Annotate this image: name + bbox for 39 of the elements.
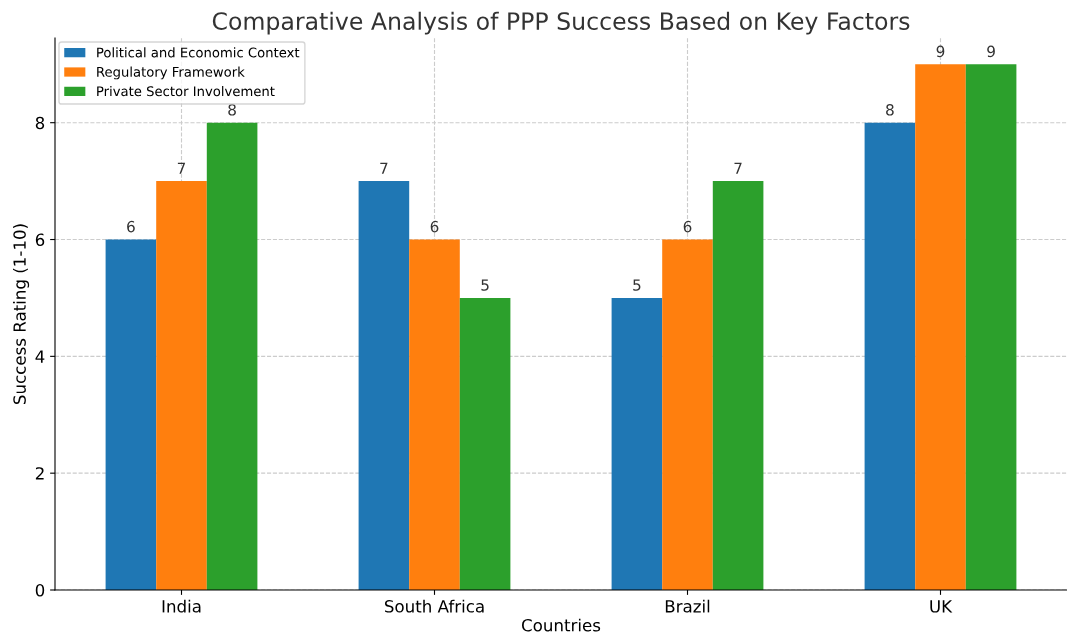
legend-label: Regulatory Framework xyxy=(97,66,245,80)
legend-label: Political and Economic Context xyxy=(97,47,300,58)
y-tick-label: 6 xyxy=(35,233,45,247)
data-label: 7 xyxy=(380,162,388,174)
x-tick-label: South Africa xyxy=(384,599,484,613)
data-label: 9 xyxy=(936,45,945,58)
bar xyxy=(611,297,663,590)
legend-label: Private Sector Involvement xyxy=(97,85,275,97)
data-label: 5 xyxy=(481,279,489,291)
x-tick-label: UK xyxy=(930,600,953,613)
data-label: 9 xyxy=(987,45,995,58)
x-axis-title: Countries xyxy=(521,618,601,632)
y-tick-label: 4 xyxy=(35,350,45,363)
y-axis-title: Success Rating (1-10) xyxy=(12,224,30,405)
chart-title: Comparative Analysis of PPP Success Based on Key Factors xyxy=(212,11,910,35)
data-label: 6 xyxy=(127,220,135,233)
bar xyxy=(915,64,966,590)
x-tick-label: Brazil xyxy=(665,599,710,613)
bar xyxy=(459,297,511,590)
data-label: 8 xyxy=(886,104,894,116)
bar xyxy=(156,181,207,590)
data-label: 7 xyxy=(734,162,742,174)
bar xyxy=(206,122,258,590)
bar xyxy=(105,239,157,590)
data-label: 6 xyxy=(683,220,692,233)
y-tick-label: 0 xyxy=(35,583,45,597)
bar xyxy=(358,181,410,590)
x-tick-label: India xyxy=(162,599,201,613)
data-label: 8 xyxy=(228,104,236,116)
y-tick-label: 2 xyxy=(35,467,44,480)
data-label: 7 xyxy=(177,162,186,174)
bar xyxy=(662,239,713,590)
bar xyxy=(712,181,764,590)
bar xyxy=(864,122,916,590)
data-label: 6 xyxy=(430,220,439,233)
data-label: 5 xyxy=(633,279,641,291)
bar xyxy=(965,64,1017,590)
y-tick-label: 8 xyxy=(35,116,45,130)
bar xyxy=(409,239,460,590)
